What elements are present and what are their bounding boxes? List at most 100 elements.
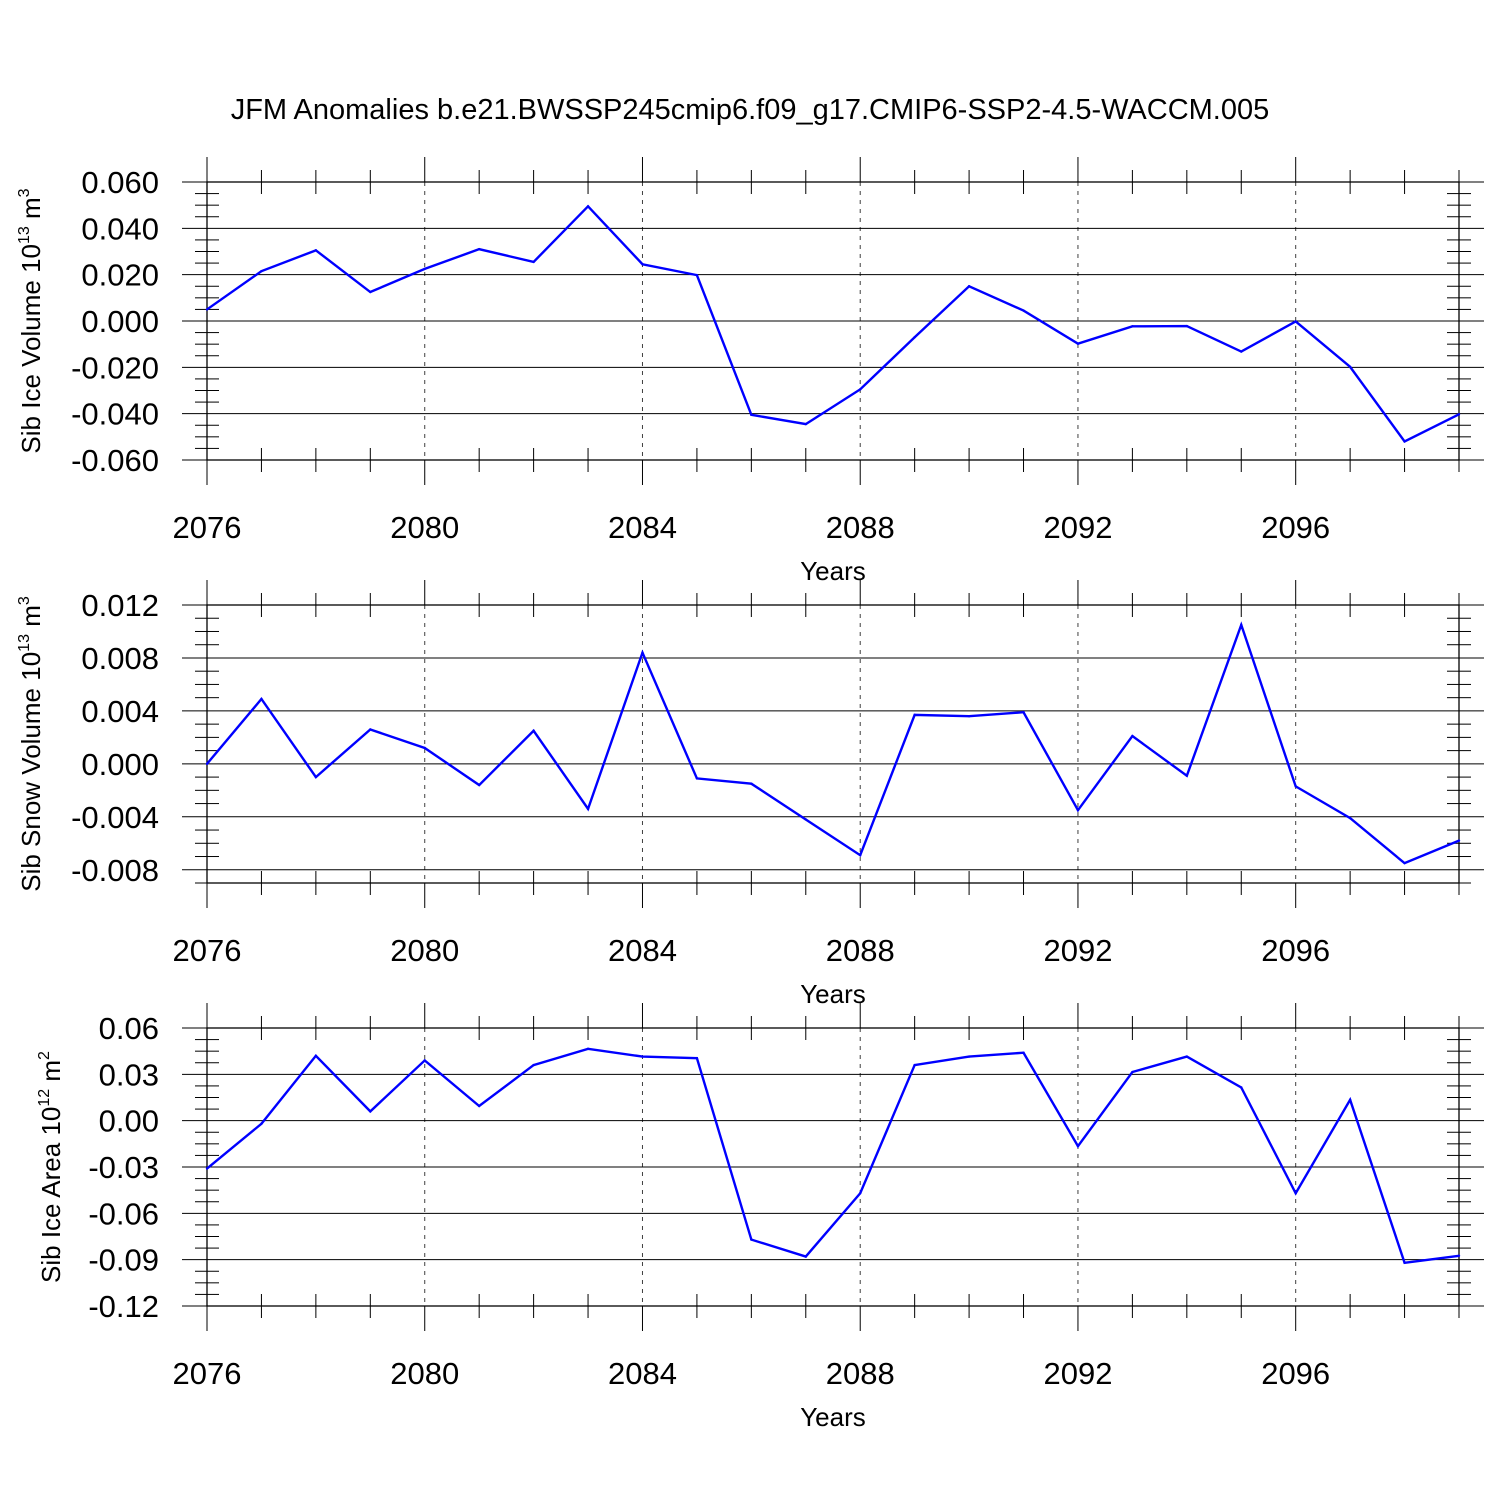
data-point bbox=[205, 308, 209, 311]
x-tick-label: 2088 bbox=[826, 510, 895, 545]
panels: 2076 2080 2084 2088 2092 2096 0.060 0.040 0.020 0… bbox=[16, 157, 1484, 1432]
data-point bbox=[804, 422, 807, 426]
y-axis-title-unit-exponent: 3 bbox=[16, 188, 33, 197]
y-axis-title-unit-exponent: 3 bbox=[16, 596, 33, 605]
y-tick-label: 0.040 bbox=[81, 211, 159, 246]
data-point bbox=[967, 285, 971, 288]
data-point bbox=[1185, 324, 1189, 328]
data-point bbox=[423, 746, 426, 750]
data-point bbox=[1348, 365, 1352, 369]
data-point bbox=[532, 729, 535, 732]
data-point bbox=[1131, 1070, 1134, 1074]
data-point bbox=[859, 854, 862, 857]
data-point bbox=[586, 807, 590, 811]
y-tick-label: 0.020 bbox=[81, 258, 159, 293]
data-point bbox=[1240, 1086, 1243, 1089]
x-axis-title: Years bbox=[800, 1402, 866, 1432]
y-tick-label: -0.020 bbox=[71, 350, 159, 385]
y-axis-title-unit: m bbox=[16, 197, 46, 226]
y-tick-label: -0.008 bbox=[71, 853, 159, 888]
x-tick-label: 2080 bbox=[390, 1356, 459, 1391]
data-point bbox=[695, 777, 699, 780]
x-tick-label: 2080 bbox=[390, 933, 459, 968]
data-point bbox=[1457, 839, 1461, 842]
x-tick-label: 2076 bbox=[173, 933, 242, 968]
y-axis-title-exponent: 13 bbox=[16, 226, 33, 244]
x-tick-label: 2084 bbox=[608, 1356, 677, 1391]
y-axis-title-exponent: 13 bbox=[16, 634, 33, 652]
data-point bbox=[477, 783, 481, 787]
data-point bbox=[859, 1192, 862, 1195]
data-point bbox=[205, 1167, 209, 1170]
data-point bbox=[477, 247, 481, 251]
data-point bbox=[1403, 1261, 1406, 1264]
y-axis-title-text: Sib Ice Area 10 bbox=[36, 1107, 66, 1283]
data-point bbox=[1185, 1055, 1189, 1058]
chart-panel-2: 2076 2080 2084 2088 2092 2096 0.012 0.008 0.004 0… bbox=[16, 580, 1484, 1009]
y-axis-title: Sib Snow Volume 1013 m3 bbox=[16, 596, 46, 892]
y-tick-label: -0.060 bbox=[71, 443, 159, 478]
data-point bbox=[1240, 623, 1243, 627]
data-point bbox=[1294, 320, 1297, 323]
y-tick-label: 0.060 bbox=[81, 165, 159, 200]
data-point bbox=[1131, 325, 1134, 328]
data-point bbox=[260, 1122, 263, 1125]
data-point bbox=[423, 267, 426, 271]
x-axis-title: Years bbox=[800, 556, 866, 586]
data-point bbox=[1457, 1254, 1461, 1258]
y-tick-label: -0.06 bbox=[88, 1196, 159, 1231]
x-tick-label: 2088 bbox=[826, 1356, 895, 1391]
x-tick-label: 2084 bbox=[608, 510, 677, 545]
y-axis-title-exponent: 12 bbox=[36, 1089, 53, 1107]
data-point bbox=[913, 1063, 916, 1067]
series-line bbox=[206, 1047, 1460, 1265]
y-axis-title-unit-exponent: 2 bbox=[36, 1051, 53, 1060]
data-point bbox=[1022, 711, 1025, 714]
data-point bbox=[532, 1063, 535, 1067]
x-tick-label: 2092 bbox=[1043, 933, 1112, 968]
figure-title: JFM Anomalies b.e21.BWSSP245cmip6.f09_g1… bbox=[231, 94, 1270, 126]
y-tick-label: -0.03 bbox=[88, 1150, 159, 1185]
data-point bbox=[586, 1047, 590, 1051]
data-point bbox=[205, 762, 209, 766]
x-tick-label: 2088 bbox=[826, 933, 895, 968]
data-point bbox=[369, 1110, 372, 1113]
y-tick-label: -0.004 bbox=[71, 800, 159, 835]
data-point bbox=[260, 269, 263, 273]
y-axis-title: Sib Ice Volume 1013 m3 bbox=[16, 188, 46, 453]
y-axis-title-unit: m bbox=[16, 605, 46, 634]
series-line bbox=[206, 204, 1460, 443]
y-tick-label: 0.03 bbox=[99, 1057, 159, 1092]
data-point bbox=[695, 1056, 699, 1060]
y-tick-label: 0.008 bbox=[81, 641, 159, 676]
data-point bbox=[1185, 774, 1189, 777]
data-point bbox=[913, 336, 916, 339]
x-tick-label: 2084 bbox=[608, 933, 677, 968]
chart-panel-1: 2076 2080 2084 2088 2092 2096 0.060 0.040 0.020 0… bbox=[16, 157, 1484, 586]
data-point bbox=[859, 388, 862, 391]
data-point bbox=[1403, 440, 1406, 443]
data-point bbox=[260, 697, 263, 701]
data-point bbox=[314, 249, 318, 252]
data-point bbox=[913, 713, 916, 717]
data-point bbox=[1240, 350, 1243, 353]
y-tick-label: 0.012 bbox=[81, 588, 159, 623]
data-point bbox=[1076, 1144, 1080, 1148]
data-point bbox=[695, 273, 699, 277]
x-tick-label: 2092 bbox=[1043, 510, 1112, 545]
data-point bbox=[586, 205, 590, 208]
x-tick-label: 2076 bbox=[173, 510, 242, 545]
data-point bbox=[641, 1055, 644, 1058]
data-point bbox=[532, 260, 535, 264]
data-point bbox=[1022, 1051, 1025, 1054]
y-axis-title-unit: m bbox=[36, 1060, 66, 1089]
y-tick-label: 0.004 bbox=[81, 694, 159, 729]
data-point bbox=[369, 290, 372, 294]
data-point bbox=[1348, 816, 1352, 820]
data-point bbox=[423, 1059, 426, 1062]
data-point bbox=[804, 1255, 807, 1258]
x-axis-title: Years bbox=[800, 979, 866, 1009]
y-axis-title-text: Sib Ice Volume 10 bbox=[16, 244, 46, 454]
data-point bbox=[1022, 309, 1025, 312]
